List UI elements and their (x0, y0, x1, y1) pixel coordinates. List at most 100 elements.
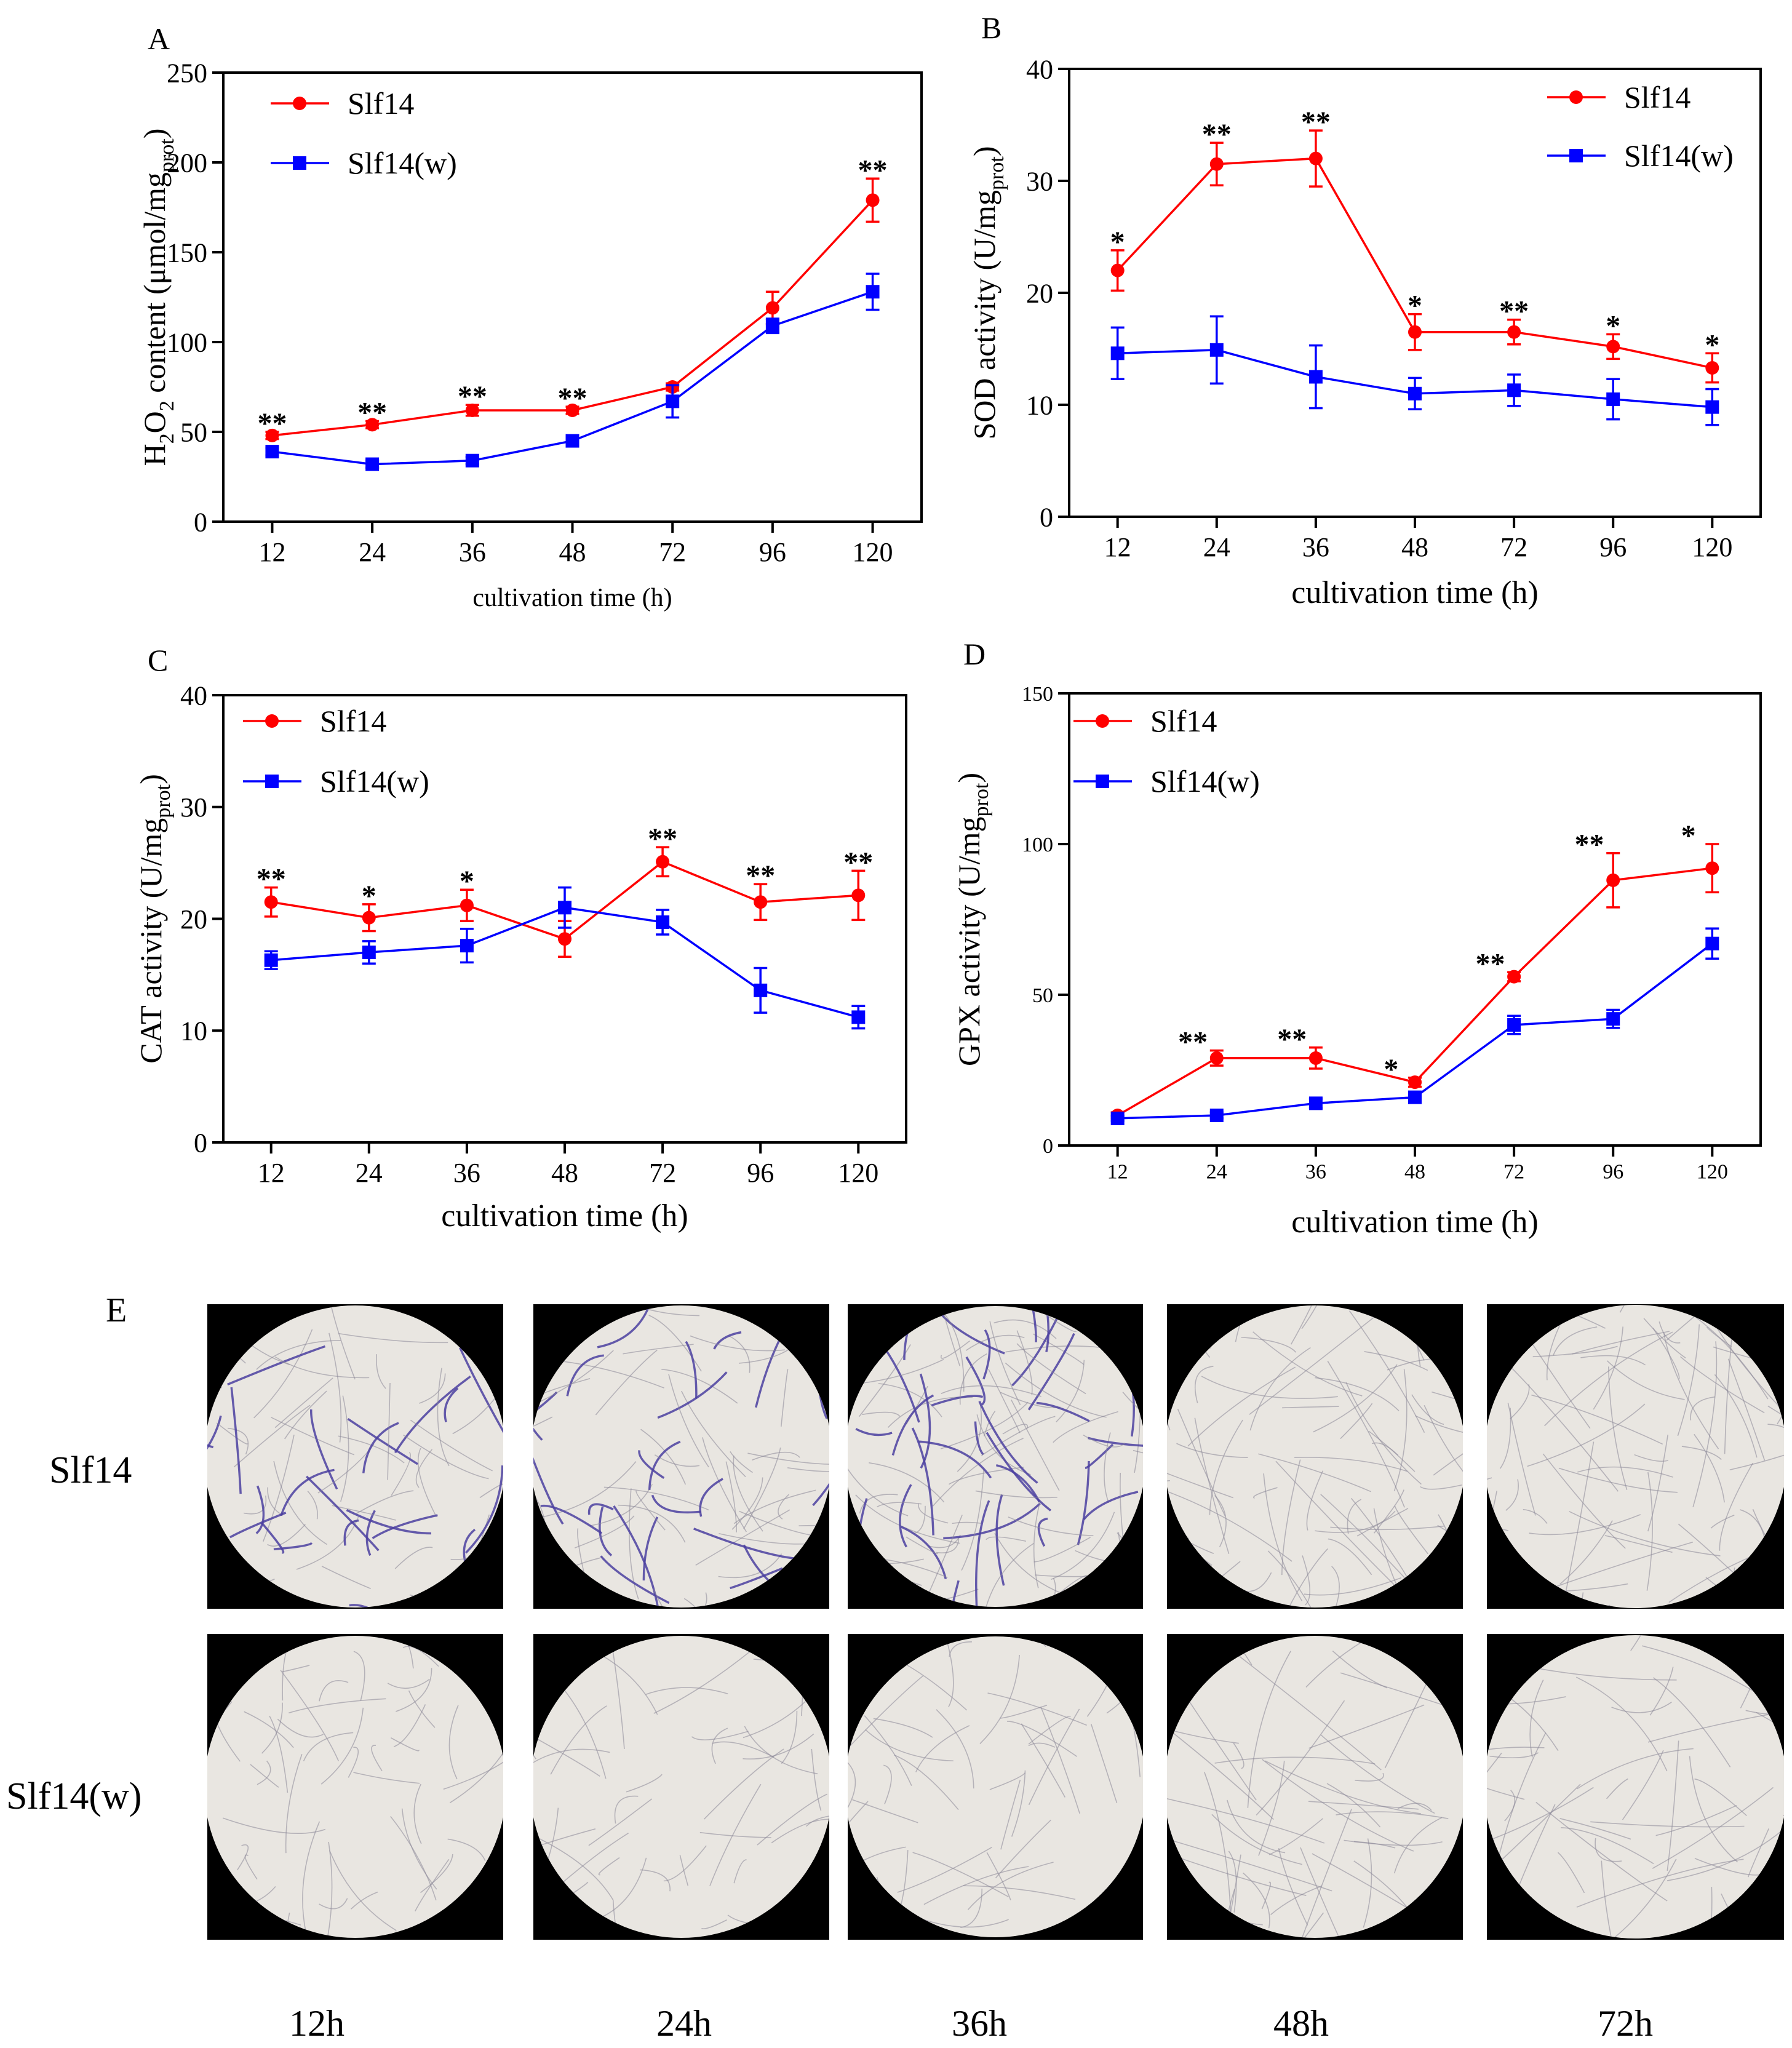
micrograph-slf14w-36h (848, 1634, 1143, 1940)
hypha (1056, 1360, 1085, 1422)
hypha (923, 1865, 1029, 1905)
hypha (330, 1305, 356, 1380)
data-point (754, 983, 768, 997)
hypha (1173, 1678, 1257, 1801)
data-point (1705, 861, 1719, 875)
hypha (1634, 1454, 1669, 1462)
hypha (1487, 1682, 1559, 1751)
hypha (1038, 1517, 1048, 1547)
hypha (408, 1690, 436, 1728)
hypha (362, 1422, 399, 1473)
hypha (1167, 1420, 1171, 1431)
hypha (1228, 1851, 1237, 1913)
hypha (1646, 1472, 1654, 1591)
hypha (1308, 1704, 1425, 1749)
data-point (1308, 1096, 1323, 1110)
hypha (1740, 1509, 1767, 1555)
hypha (303, 1732, 354, 1762)
hypha (1113, 1344, 1143, 1355)
data-point (1606, 392, 1620, 406)
hypha (1237, 1572, 1272, 1592)
hypha (1256, 1700, 1345, 1816)
hypha (899, 1483, 912, 1548)
hypha (1529, 1679, 1544, 1758)
hypha (1653, 1677, 1731, 1768)
hypha (244, 1496, 267, 1515)
hypha (1432, 1392, 1463, 1402)
hypha (848, 1867, 873, 1892)
y-tick-label: 100 (1022, 834, 1053, 856)
hypha (1499, 1804, 1556, 1938)
hypha (1035, 1573, 1135, 1577)
hypha (989, 1321, 1021, 1405)
x-tick-label: 48 (559, 537, 586, 567)
plot-frame (222, 71, 923, 523)
hypha (848, 1801, 869, 1825)
hypha (1289, 1548, 1329, 1608)
hypha (1659, 1321, 1681, 1344)
hypha (1647, 1711, 1784, 1743)
hypha (739, 1345, 795, 1364)
hypha (661, 1369, 738, 1404)
hypha (1777, 1411, 1784, 1425)
hypha (257, 1760, 271, 1785)
hypha (747, 1452, 829, 1465)
y-tick-label: 50 (1032, 984, 1053, 1007)
y-axis-label-part: CAT activity (U/mg (133, 818, 168, 1064)
hypha (1031, 1305, 1038, 1342)
hypha (979, 1654, 1021, 1744)
hypha (1258, 1761, 1285, 1856)
hypha (261, 1702, 284, 1754)
hypha (1078, 1305, 1081, 1325)
hypha (207, 1444, 214, 1449)
hypha (1580, 1355, 1646, 1366)
hypha (1028, 1715, 1072, 1745)
hypha (536, 1807, 559, 1892)
y-tick-label: 0 (194, 507, 207, 537)
hypha (1349, 1310, 1425, 1433)
hypha (911, 1427, 935, 1536)
hypha (347, 1418, 419, 1465)
hypha (1690, 1396, 1716, 1420)
hypha (244, 1854, 258, 1880)
hypha (848, 1846, 906, 1871)
hypha (1204, 1772, 1232, 1919)
hypha (1126, 1636, 1128, 1638)
hypha (860, 1556, 948, 1578)
hypha (1300, 1847, 1340, 1938)
hypha (811, 1749, 822, 1811)
hypha (995, 1819, 1052, 1878)
hypha (1249, 1347, 1311, 1431)
hypha (419, 1373, 446, 1405)
hypha (225, 1930, 230, 1938)
hypha (629, 1488, 639, 1600)
hypha (727, 1600, 728, 1608)
hypha (563, 1881, 589, 1900)
hypha (645, 1687, 728, 1695)
panel-label-a: A (148, 22, 170, 56)
hypha (537, 1461, 637, 1519)
hypha (244, 1711, 294, 1748)
hypha (586, 1647, 658, 1715)
x-axis-label: cultivation time (h) (1291, 575, 1538, 610)
hypha (1677, 1305, 1769, 1400)
y-tick-label: 150 (1022, 683, 1053, 706)
hypha (1505, 1661, 1677, 1681)
hypha (1132, 1573, 1143, 1578)
hypha (668, 1374, 709, 1468)
hypha (348, 1747, 359, 1778)
hypha (1331, 1566, 1340, 1608)
hypha (883, 1764, 892, 1804)
hypha (1487, 1859, 1505, 1865)
hypha (1692, 1341, 1718, 1508)
x-tick-label: 120 (838, 1158, 878, 1188)
legend-entry: Slf14(w) (320, 764, 429, 799)
hypha (1262, 1759, 1414, 1852)
hypha (743, 1672, 829, 1739)
hypha (448, 1705, 459, 1780)
hypha (1437, 1524, 1463, 1540)
hypha (269, 1716, 289, 1793)
hypha (1336, 1811, 1449, 1820)
microscope-field (1167, 1636, 1463, 1938)
hypha (960, 1353, 987, 1405)
